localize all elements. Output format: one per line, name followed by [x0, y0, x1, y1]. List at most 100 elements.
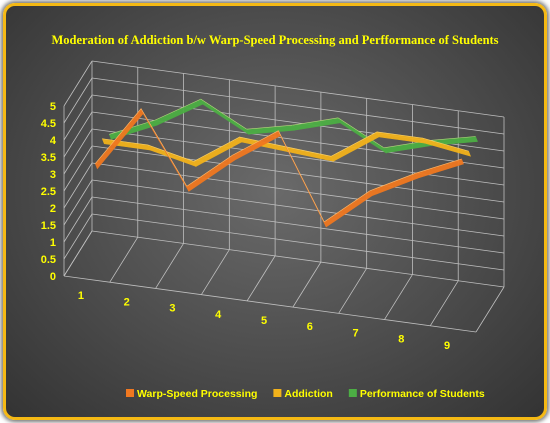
series-performance-of-students — [108, 98, 478, 154]
floor-gridline — [292, 261, 322, 308]
legend-label: Addiction — [284, 388, 332, 400]
line-chart-3d: Moderation of Addiction b/w Warp-Speed P… — [41, 33, 505, 400]
floor-gridline — [109, 237, 139, 283]
series-segment — [246, 124, 295, 135]
legend-swatch — [126, 389, 134, 397]
y-tick-label: 5 — [50, 101, 56, 113]
segment-highlight — [193, 136, 240, 162]
legend-label: Performance of Students — [360, 388, 485, 400]
legend-item: Performance of Students — [348, 388, 485, 400]
segment-highlight — [109, 119, 156, 135]
segment-highlight — [95, 108, 142, 164]
x-axis-ticks: 1 2 3 4 5 6 7 8 9 — [78, 290, 450, 352]
gridlines — [63, 60, 505, 333]
side-wall-gridline — [63, 196, 93, 243]
series-segment — [200, 98, 250, 135]
x-tick-label: 1 — [78, 290, 84, 302]
x-tick-label: 7 — [352, 327, 358, 339]
segment-highlight — [246, 124, 293, 130]
segment-highlight — [147, 144, 194, 162]
y-tick-label: 4.5 — [41, 118, 56, 130]
back-wall-gridline — [91, 196, 505, 254]
floor-gridline — [200, 249, 230, 295]
floor-gridline — [63, 230, 93, 277]
chart-frame: Moderation of Addiction b/w Warp-Speed P… — [3, 3, 547, 420]
series-segment — [154, 98, 204, 126]
y-tick-label: 1.5 — [41, 220, 56, 232]
back-wall-gridline — [91, 77, 505, 135]
side-wall-gridline — [63, 179, 93, 226]
segment-highlight — [278, 130, 325, 223]
side-wall-gridline — [63, 94, 93, 141]
segment-highlight — [376, 131, 423, 139]
floor-gridline — [429, 280, 459, 326]
side-wall-gridline — [63, 60, 93, 107]
legend-item: Warp-Speed Processing — [126, 388, 257, 400]
legend-swatch — [273, 389, 282, 397]
series-segment — [193, 136, 243, 167]
x-tick-label: 6 — [307, 321, 313, 333]
y-tick-label: 0.5 — [41, 254, 56, 266]
floor-gridline — [155, 243, 184, 289]
x-tick-label: 8 — [398, 334, 404, 346]
series-warp-speed-processing — [94, 108, 464, 228]
side-wall-gridline — [63, 77, 93, 124]
floor-gridline — [246, 255, 276, 302]
legend-label: Warp-Speed Processing — [137, 388, 257, 400]
y-tick-label: 2.5 — [41, 186, 56, 198]
segment-highlight — [292, 117, 339, 126]
side-wall-gridline — [63, 111, 93, 158]
series-lines — [94, 98, 478, 228]
series-segment — [186, 154, 235, 192]
side-wall-gridline — [63, 213, 93, 260]
segment-highlight — [232, 130, 279, 156]
side-wall-gridline — [63, 128, 93, 175]
y-tick-label: 2 — [50, 203, 56, 215]
x-tick-label: 3 — [169, 303, 175, 315]
segment-highlight — [415, 158, 462, 174]
segment-highlight — [186, 154, 233, 187]
segment-highlight — [200, 98, 247, 130]
segment-highlight — [140, 108, 188, 187]
segment-highlight — [422, 137, 469, 152]
x-tick-label: 2 — [124, 296, 130, 308]
legend: Warp-Speed Processing Addiction Performanc… — [126, 388, 485, 400]
back-wall-gridline — [91, 128, 505, 186]
y-tick-label: 0 — [50, 271, 56, 283]
x-tick-label: 5 — [261, 315, 267, 327]
floor-gridline — [384, 274, 413, 320]
y-tick-label: 3 — [50, 169, 56, 181]
segment-highlight — [369, 172, 416, 192]
y-tick-label: 3.5 — [41, 152, 56, 164]
segment-highlight — [429, 136, 476, 141]
side-wall-gridline — [63, 145, 93, 192]
floor-gridline — [475, 286, 505, 333]
back-wall-gridline — [91, 230, 505, 288]
side-wall-gridline — [63, 162, 93, 209]
chart-title: Moderation of Addiction b/w Warp-Speed P… — [51, 33, 498, 47]
legend-item: Addiction — [273, 388, 333, 400]
floor-gridline — [338, 268, 368, 314]
y-axis-ticks: 0 0.5 1 1.5 2 2.5 3 3.5 4 4.5 5 — [41, 101, 57, 283]
series-segment — [415, 158, 464, 179]
y-tick-label: 4 — [50, 135, 57, 147]
segment-highlight — [285, 146, 332, 157]
back-wall-gridline — [91, 162, 505, 220]
segment-highlight — [102, 138, 149, 146]
series-segment — [330, 131, 380, 162]
x-tick-label: 9 — [444, 340, 450, 352]
series-addiction — [101, 131, 472, 167]
legend-swatch — [348, 389, 357, 397]
back-wall-gridline — [91, 145, 505, 203]
x-tick-label: 4 — [215, 309, 222, 321]
y-tick-label: 1 — [50, 237, 56, 249]
series-segment — [323, 190, 373, 228]
back-wall-gridline — [91, 213, 505, 271]
segment-highlight — [331, 131, 378, 157]
back-wall-gridline — [91, 179, 505, 237]
segment-highlight — [324, 190, 371, 223]
segment-highlight — [338, 117, 385, 149]
back-wall-gridline — [91, 60, 505, 118]
floor-front-edge — [63, 275, 477, 333]
segment-highlight — [154, 98, 201, 121]
